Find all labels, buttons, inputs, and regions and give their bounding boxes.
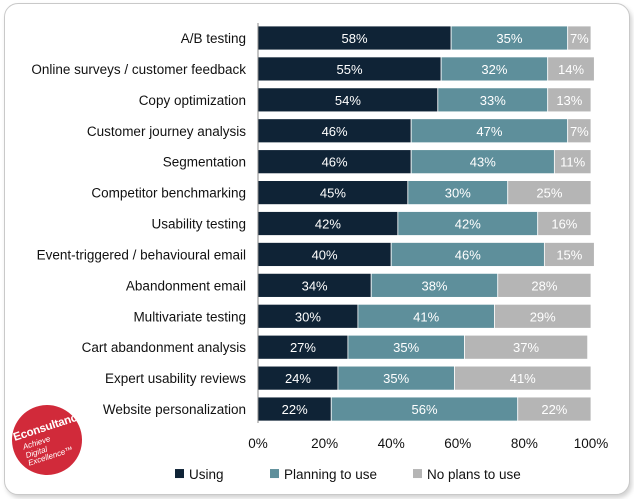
data-label: 42%: [455, 217, 481, 232]
data-label: 30%: [295, 309, 321, 324]
bar-segment: [257, 211, 399, 236]
bar-segment: [257, 25, 452, 51]
x-tick-label: 60%: [444, 436, 471, 451]
legend-swatch: [270, 469, 279, 479]
data-label: 42%: [315, 217, 341, 232]
bar-segment: [547, 56, 595, 82]
category-label: Customer journey analysis: [87, 124, 246, 139]
category-label: Multivariate testing: [133, 309, 246, 324]
bar-segment: [257, 396, 332, 422]
data-label: 56%: [411, 402, 437, 417]
legend-swatch: [175, 469, 184, 479]
legend-label: No plans to use: [427, 467, 521, 482]
data-label: 34%: [302, 278, 328, 293]
x-tick-label: 80%: [511, 436, 538, 451]
data-label: 46%: [455, 247, 481, 262]
data-label: 38%: [421, 278, 447, 293]
bar-segment: [257, 303, 359, 329]
data-label: 35%: [383, 371, 409, 386]
data-label: 41%: [510, 371, 536, 386]
data-label: 15%: [556, 247, 582, 262]
data-label: 14%: [558, 62, 584, 77]
data-label: 46%: [322, 124, 348, 139]
bar-segment: [537, 211, 592, 236]
category-label: Cart abandonment analysis: [82, 340, 247, 355]
data-label: 7%: [570, 124, 589, 139]
bar-segment: [454, 365, 592, 391]
category-label: Online surveys / customer feedback: [31, 62, 246, 77]
data-label: 41%: [413, 309, 439, 324]
legend-label: Using: [189, 467, 224, 482]
bar-segment: [257, 242, 392, 267]
category-label: Competitor benchmarking: [91, 186, 246, 201]
category-label: Segmentation: [163, 155, 246, 170]
legend-label: Planning to use: [284, 467, 377, 482]
bar-segment: [440, 56, 549, 82]
data-label: 32%: [481, 62, 507, 77]
data-label: 46%: [322, 155, 348, 170]
bar-segment: [507, 180, 592, 206]
category-label: Expert usability reviews: [105, 371, 246, 386]
bar-segment: [357, 303, 495, 329]
data-label: 24%: [285, 371, 311, 386]
bar-segment: [494, 303, 592, 329]
data-label: 47%: [476, 124, 502, 139]
data-label: 22%: [282, 402, 308, 417]
data-label: 58%: [342, 31, 368, 46]
bar-segment: [450, 25, 569, 51]
data-label: 28%: [531, 278, 557, 293]
category-label: Usability testing: [151, 217, 246, 232]
data-label: 35%: [393, 340, 419, 355]
data-label: 40%: [312, 247, 338, 262]
data-label: 55%: [337, 62, 363, 77]
bar-segment: [497, 272, 592, 298]
x-tick-label: 0%: [248, 436, 268, 451]
data-label: 27%: [290, 340, 316, 355]
bar-segment: [517, 396, 592, 422]
data-label: 54%: [335, 93, 361, 108]
bar-segment: [567, 118, 592, 144]
bar-segment: [553, 149, 592, 175]
data-label: 30%: [445, 186, 471, 201]
data-label: 7%: [570, 31, 589, 46]
bar-segment: [347, 334, 465, 360]
data-label: 45%: [320, 186, 346, 201]
x-tick-label: 40%: [378, 436, 405, 451]
category-label: A/B testing: [181, 31, 246, 46]
bar-segment: [410, 149, 555, 175]
bar-segment: [257, 272, 372, 298]
data-label: 25%: [536, 186, 562, 201]
legend-swatch: [413, 469, 422, 479]
x-tick-label: 100%: [574, 436, 609, 451]
bar-segment: [410, 118, 569, 144]
category-label: Copy optimization: [139, 93, 246, 108]
bar-segment: [330, 396, 519, 422]
category-label: Event-triggered / behavioural email: [37, 247, 246, 262]
category-label: Abandonment email: [126, 278, 246, 293]
data-label: 37%: [513, 340, 539, 355]
data-label: 35%: [496, 31, 522, 46]
data-label: 22%: [541, 402, 567, 417]
data-label: 13%: [556, 93, 582, 108]
bar-segment: [257, 149, 412, 175]
data-label: 33%: [480, 93, 506, 108]
bar-segment: [464, 334, 589, 360]
category-label: Website personalization: [103, 402, 246, 417]
data-label: 29%: [530, 309, 556, 324]
data-label: 16%: [551, 217, 577, 232]
bar-segment: [543, 242, 595, 267]
bar-segment: [257, 56, 442, 82]
x-tick-label: 20%: [311, 436, 338, 451]
bar-segment: [567, 25, 592, 51]
bar-segment: [437, 87, 549, 113]
bar-segment: [257, 334, 349, 360]
bar-segment: [547, 87, 592, 113]
data-label: 11%: [560, 155, 585, 170]
data-label: 43%: [470, 155, 496, 170]
